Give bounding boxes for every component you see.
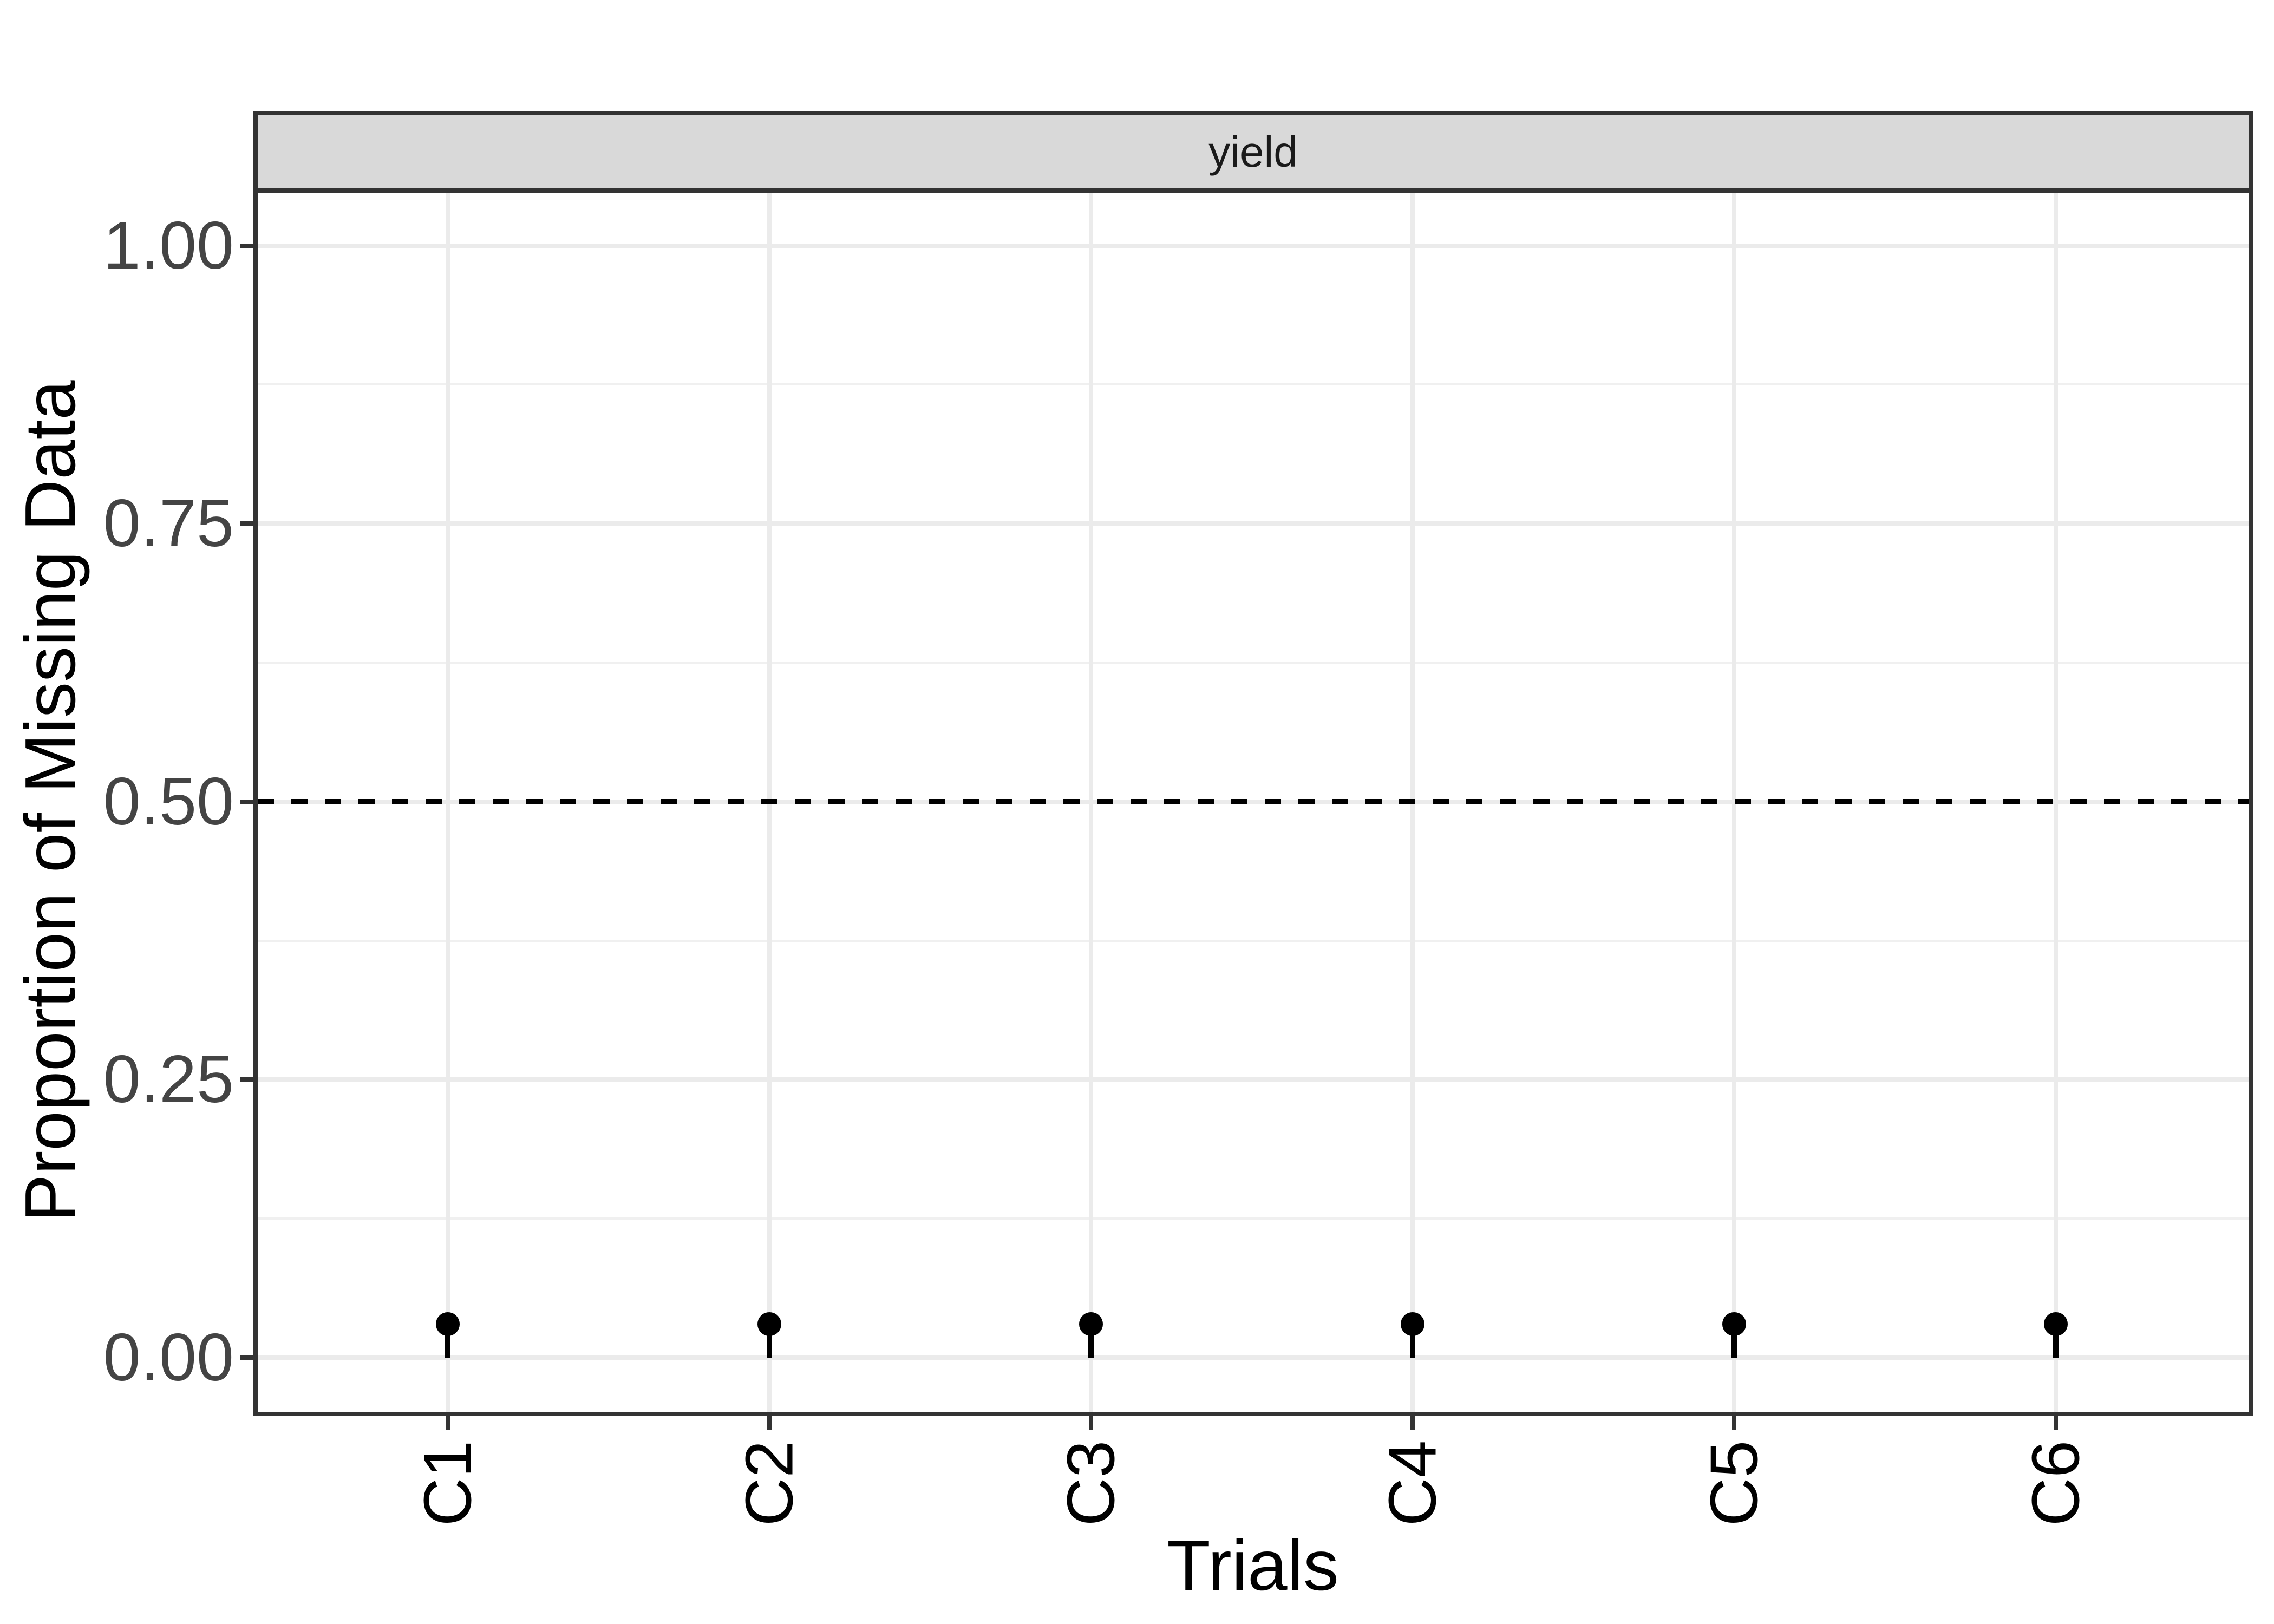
facet-strip-label: yield — [1208, 127, 1298, 176]
x-tick-label: C2 — [723, 1437, 815, 1529]
data-point — [436, 1312, 460, 1337]
x-axis-title: Trials — [1167, 1525, 1339, 1605]
y-tick-label: 1.00 — [103, 208, 234, 283]
point-stem — [445, 1324, 450, 1358]
x-tick-label: C6 — [2010, 1437, 2102, 1529]
x-tick-label-text: C1 — [410, 1440, 485, 1527]
x-tick-label: C1 — [402, 1437, 494, 1529]
y-axis-tick — [240, 1077, 253, 1082]
point-stem — [2053, 1324, 2059, 1358]
facet-strip: yield — [253, 111, 2253, 188]
x-axis-tick — [2054, 1416, 2058, 1430]
data-point — [2044, 1312, 2068, 1337]
point-stem — [1731, 1324, 1737, 1358]
y-axis-tick — [240, 521, 253, 526]
gridline-minor-horizontal — [258, 939, 2249, 942]
y-tick-label: 0.50 — [103, 764, 234, 839]
x-tick-label-text: C6 — [2018, 1440, 2093, 1527]
point-stem — [1410, 1324, 1415, 1358]
data-point — [1722, 1312, 1746, 1337]
gridline-major-horizontal — [258, 1077, 2249, 1082]
x-tick-label: C4 — [1367, 1437, 1459, 1529]
gridline-minor-horizontal — [258, 1217, 2249, 1220]
data-point — [1401, 1312, 1424, 1337]
x-axis-tick — [1089, 1416, 1093, 1430]
gridline-minor-horizontal — [258, 383, 2249, 386]
x-axis-tick — [1410, 1416, 1415, 1430]
y-axis-tick — [240, 799, 253, 804]
data-point — [757, 1312, 781, 1337]
point-stem — [1088, 1324, 1094, 1358]
gridline-major-horizontal — [258, 243, 2249, 248]
y-tick-label: 0.25 — [103, 1042, 234, 1117]
y-tick-label: 0.00 — [103, 1320, 234, 1395]
gridline-major-horizontal — [258, 521, 2249, 526]
x-axis-tick — [1732, 1416, 1736, 1430]
plot-panel — [253, 188, 2253, 1416]
x-tick-label: C3 — [1045, 1437, 1137, 1529]
reference-line-dashed — [258, 798, 2249, 804]
data-point — [1079, 1312, 1103, 1337]
x-tick-label-text: C2 — [731, 1440, 807, 1527]
x-tick-label: C5 — [1688, 1437, 1780, 1529]
y-axis-tick — [240, 1355, 253, 1360]
x-tick-label-text: C3 — [1053, 1440, 1128, 1527]
gridline-minor-horizontal — [258, 662, 2249, 664]
y-tick-label: 0.75 — [103, 486, 234, 561]
x-axis-tick — [446, 1416, 450, 1430]
y-axis-tick — [240, 243, 253, 248]
x-tick-label-text: C5 — [1696, 1440, 1772, 1527]
x-tick-label-text: C4 — [1375, 1440, 1450, 1527]
point-stem — [767, 1324, 772, 1358]
x-axis-tick — [767, 1416, 772, 1430]
gridline-major-horizontal — [258, 1355, 2249, 1360]
